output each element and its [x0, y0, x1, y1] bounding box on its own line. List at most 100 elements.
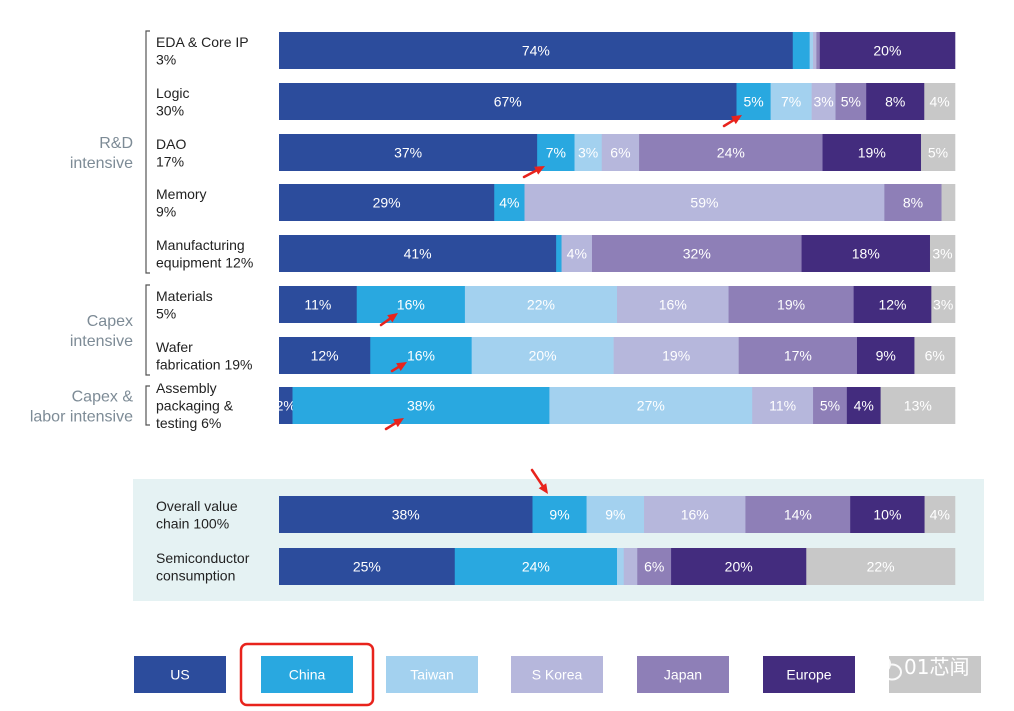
data-label: 4% — [567, 246, 587, 262]
bar-segment-us — [279, 387, 293, 424]
data-label: 5% — [928, 145, 948, 161]
data-label: 5% — [820, 398, 840, 414]
bar-segment-europe — [866, 83, 925, 120]
bar-segment-japan — [591, 235, 802, 272]
data-label: 7% — [546, 145, 566, 161]
row-label: Materials 5% — [156, 288, 213, 322]
group-labels: R&D intensive Capex intensive Capex & labor i… — [30, 30, 150, 426]
bar-segment-china — [494, 184, 525, 221]
bar-segment-japan — [728, 286, 854, 323]
data-label: 5% — [841, 94, 861, 110]
bar-segment-other — [921, 134, 956, 171]
data-label: 22% — [527, 297, 555, 313]
group-bracket — [145, 385, 150, 426]
bar-segment-taiwan — [770, 83, 812, 120]
legend-item-china: China — [239, 642, 375, 707]
bar-segment-us — [279, 286, 358, 323]
data-label: 4% — [930, 94, 950, 110]
bar-row-logic-30: 67% 5% 7% 3% 5% 8% 4% — [279, 83, 956, 120]
bar-segment-japan — [745, 496, 851, 533]
bar-segment-s-korea — [617, 286, 729, 323]
data-label: 19% — [662, 348, 690, 364]
bar-segment-taiwan — [617, 548, 625, 585]
row-label: EDA & Core IP 3% — [156, 34, 249, 68]
data-label: 8% — [903, 195, 923, 211]
bar-segment-japan — [639, 134, 823, 171]
bar-segment-us — [279, 337, 371, 374]
bar-row-wafer-fabrication-19: 12% 16% 20% 19% 17% 9% 6% — [279, 337, 956, 374]
bar-segment-china — [356, 286, 466, 323]
data-label: 16% — [681, 507, 709, 523]
data-label: 7% — [781, 94, 801, 110]
data-label: 2% — [276, 398, 296, 414]
legend-label: Japan — [664, 667, 702, 683]
bar-row-dao-17: 37% 7% 3% 6% 24% 19% 5% — [279, 134, 956, 171]
data-label: 16% — [659, 297, 687, 313]
bar-segment-china — [537, 134, 575, 171]
legend-item-europe: Europe — [763, 656, 855, 693]
row-label: Memory 9% — [156, 186, 207, 220]
data-label: 6% — [925, 348, 945, 364]
bar-segment-taiwan — [549, 387, 753, 424]
legend-swatch — [134, 656, 226, 693]
data-label: 4% — [854, 398, 874, 414]
bar-segment-other — [941, 184, 956, 221]
watermark: 01芯闻 — [867, 654, 969, 681]
legend-label: China — [289, 667, 326, 683]
bar-segment-s-korea — [811, 83, 836, 120]
highlight-arrow — [522, 166, 545, 179]
bar-segment-s-korea — [644, 496, 746, 533]
bar-row-overall-value-chain-100: 38% 9% 9% 16% 14% 10% 4% — [279, 496, 956, 533]
data-label: 13% — [904, 398, 932, 414]
bar-segment-us — [279, 32, 794, 69]
data-label: 17% — [784, 348, 812, 364]
row-label: DAO 17% — [156, 136, 186, 170]
bar-segment-taiwan — [586, 496, 645, 533]
bar-segment-other — [924, 83, 956, 120]
bar-segment-europe — [846, 387, 881, 424]
bar-segment-s-korea — [752, 387, 814, 424]
legend-item-s-korea: S Korea — [511, 656, 603, 693]
bar-row-memory-9: 29% 4% 59% 8% — [279, 184, 956, 221]
legend-swatch — [511, 656, 603, 693]
bar-segment-us — [279, 134, 538, 171]
bar-segment-s-korea — [613, 337, 739, 374]
data-label: 38% — [392, 507, 420, 523]
highlight-arrow — [390, 362, 407, 373]
row-label: Manufacturing equipment 12% — [156, 237, 253, 270]
data-label: 10% — [873, 507, 901, 523]
data-label: 9% — [876, 348, 896, 364]
bar-segment-other — [924, 496, 956, 533]
bar-segment-other — [914, 337, 956, 374]
bar-row-assembly-packaging-testing-6: 2% 38% 27% 11% 5% 4% 13% — [276, 387, 956, 424]
data-label: 16% — [407, 348, 435, 364]
data-label: 11% — [769, 398, 796, 414]
bar-segment-other — [929, 235, 956, 272]
bar-segment-taiwan — [471, 337, 614, 374]
legend-label: Taiwan — [410, 667, 454, 683]
data-label: 59% — [690, 195, 718, 211]
data-label: 38% — [407, 398, 435, 414]
bar-segment-japan — [835, 83, 867, 120]
data-label: 5% — [743, 94, 763, 110]
highlight-arrow — [379, 313, 398, 327]
bar-segment-china — [792, 32, 810, 69]
data-label: 3% — [578, 145, 598, 161]
legend-swatch — [637, 656, 729, 693]
data-label: 29% — [373, 195, 401, 211]
bar-segment-us — [279, 496, 533, 533]
highlight-arrow — [384, 418, 404, 431]
bar-segment-europe — [819, 32, 956, 69]
bar-segment-japan — [884, 184, 942, 221]
row-label: Wafer fabrication 19% — [156, 339, 253, 373]
bar-segment-china — [454, 548, 618, 585]
data-label: 32% — [683, 246, 711, 262]
bar-segment-europe — [856, 337, 915, 374]
bar-segment-other — [931, 286, 956, 323]
highlight-box — [239, 642, 375, 707]
data-label: 19% — [858, 145, 886, 161]
highlight-arrow — [530, 468, 548, 494]
data-label: 12% — [878, 297, 906, 313]
bar-segment-europe — [853, 286, 932, 323]
bar-segment-europe — [671, 548, 807, 585]
